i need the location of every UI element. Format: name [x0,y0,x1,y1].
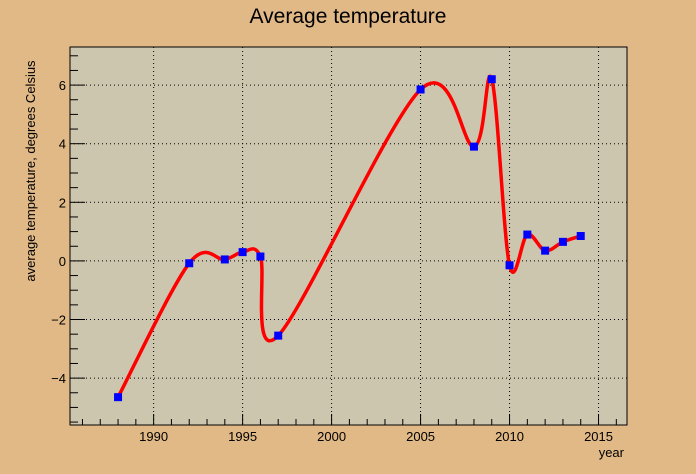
data-point [416,85,425,94]
data-point [541,246,550,255]
data-point [220,255,229,264]
x-tick-label: 1995 [228,429,257,444]
data-point [274,331,283,340]
grid [70,47,627,425]
y-tick-label: 0 [59,254,66,269]
data-point [576,232,585,240]
chart-title: Average temperature [250,5,447,28]
data-point [469,142,478,151]
data-point [238,248,247,257]
y-axis-label: average temperature, degrees Celsius [23,60,38,282]
y-tick-label: 6 [59,78,66,93]
data-point [185,259,194,268]
marker-layer [114,75,585,402]
y-tick-label: −4 [51,371,66,386]
x-axis-label: year [599,445,625,460]
y-tick-label: −2 [51,313,66,328]
data-point [523,230,532,239]
x-tick-label: 2000 [317,429,346,444]
data-point [487,75,496,84]
x-tick-label: 2005 [406,429,435,444]
data-point [256,252,265,261]
data-point [558,237,567,246]
x-tick-label: 2010 [495,429,524,444]
x-axis: 1990 1995 2000 2005 2010 2015 [81,414,617,444]
data-point [114,393,123,402]
y-axis: −4 −2 0 2 4 6 [51,55,85,423]
x-tick-label: 1990 [139,429,168,444]
data-point [505,261,514,270]
y-tick-label: 2 [59,195,66,210]
y-tick-label: 4 [59,137,66,152]
plot-frame [69,46,628,426]
x-tick-label: 2015 [584,429,613,444]
